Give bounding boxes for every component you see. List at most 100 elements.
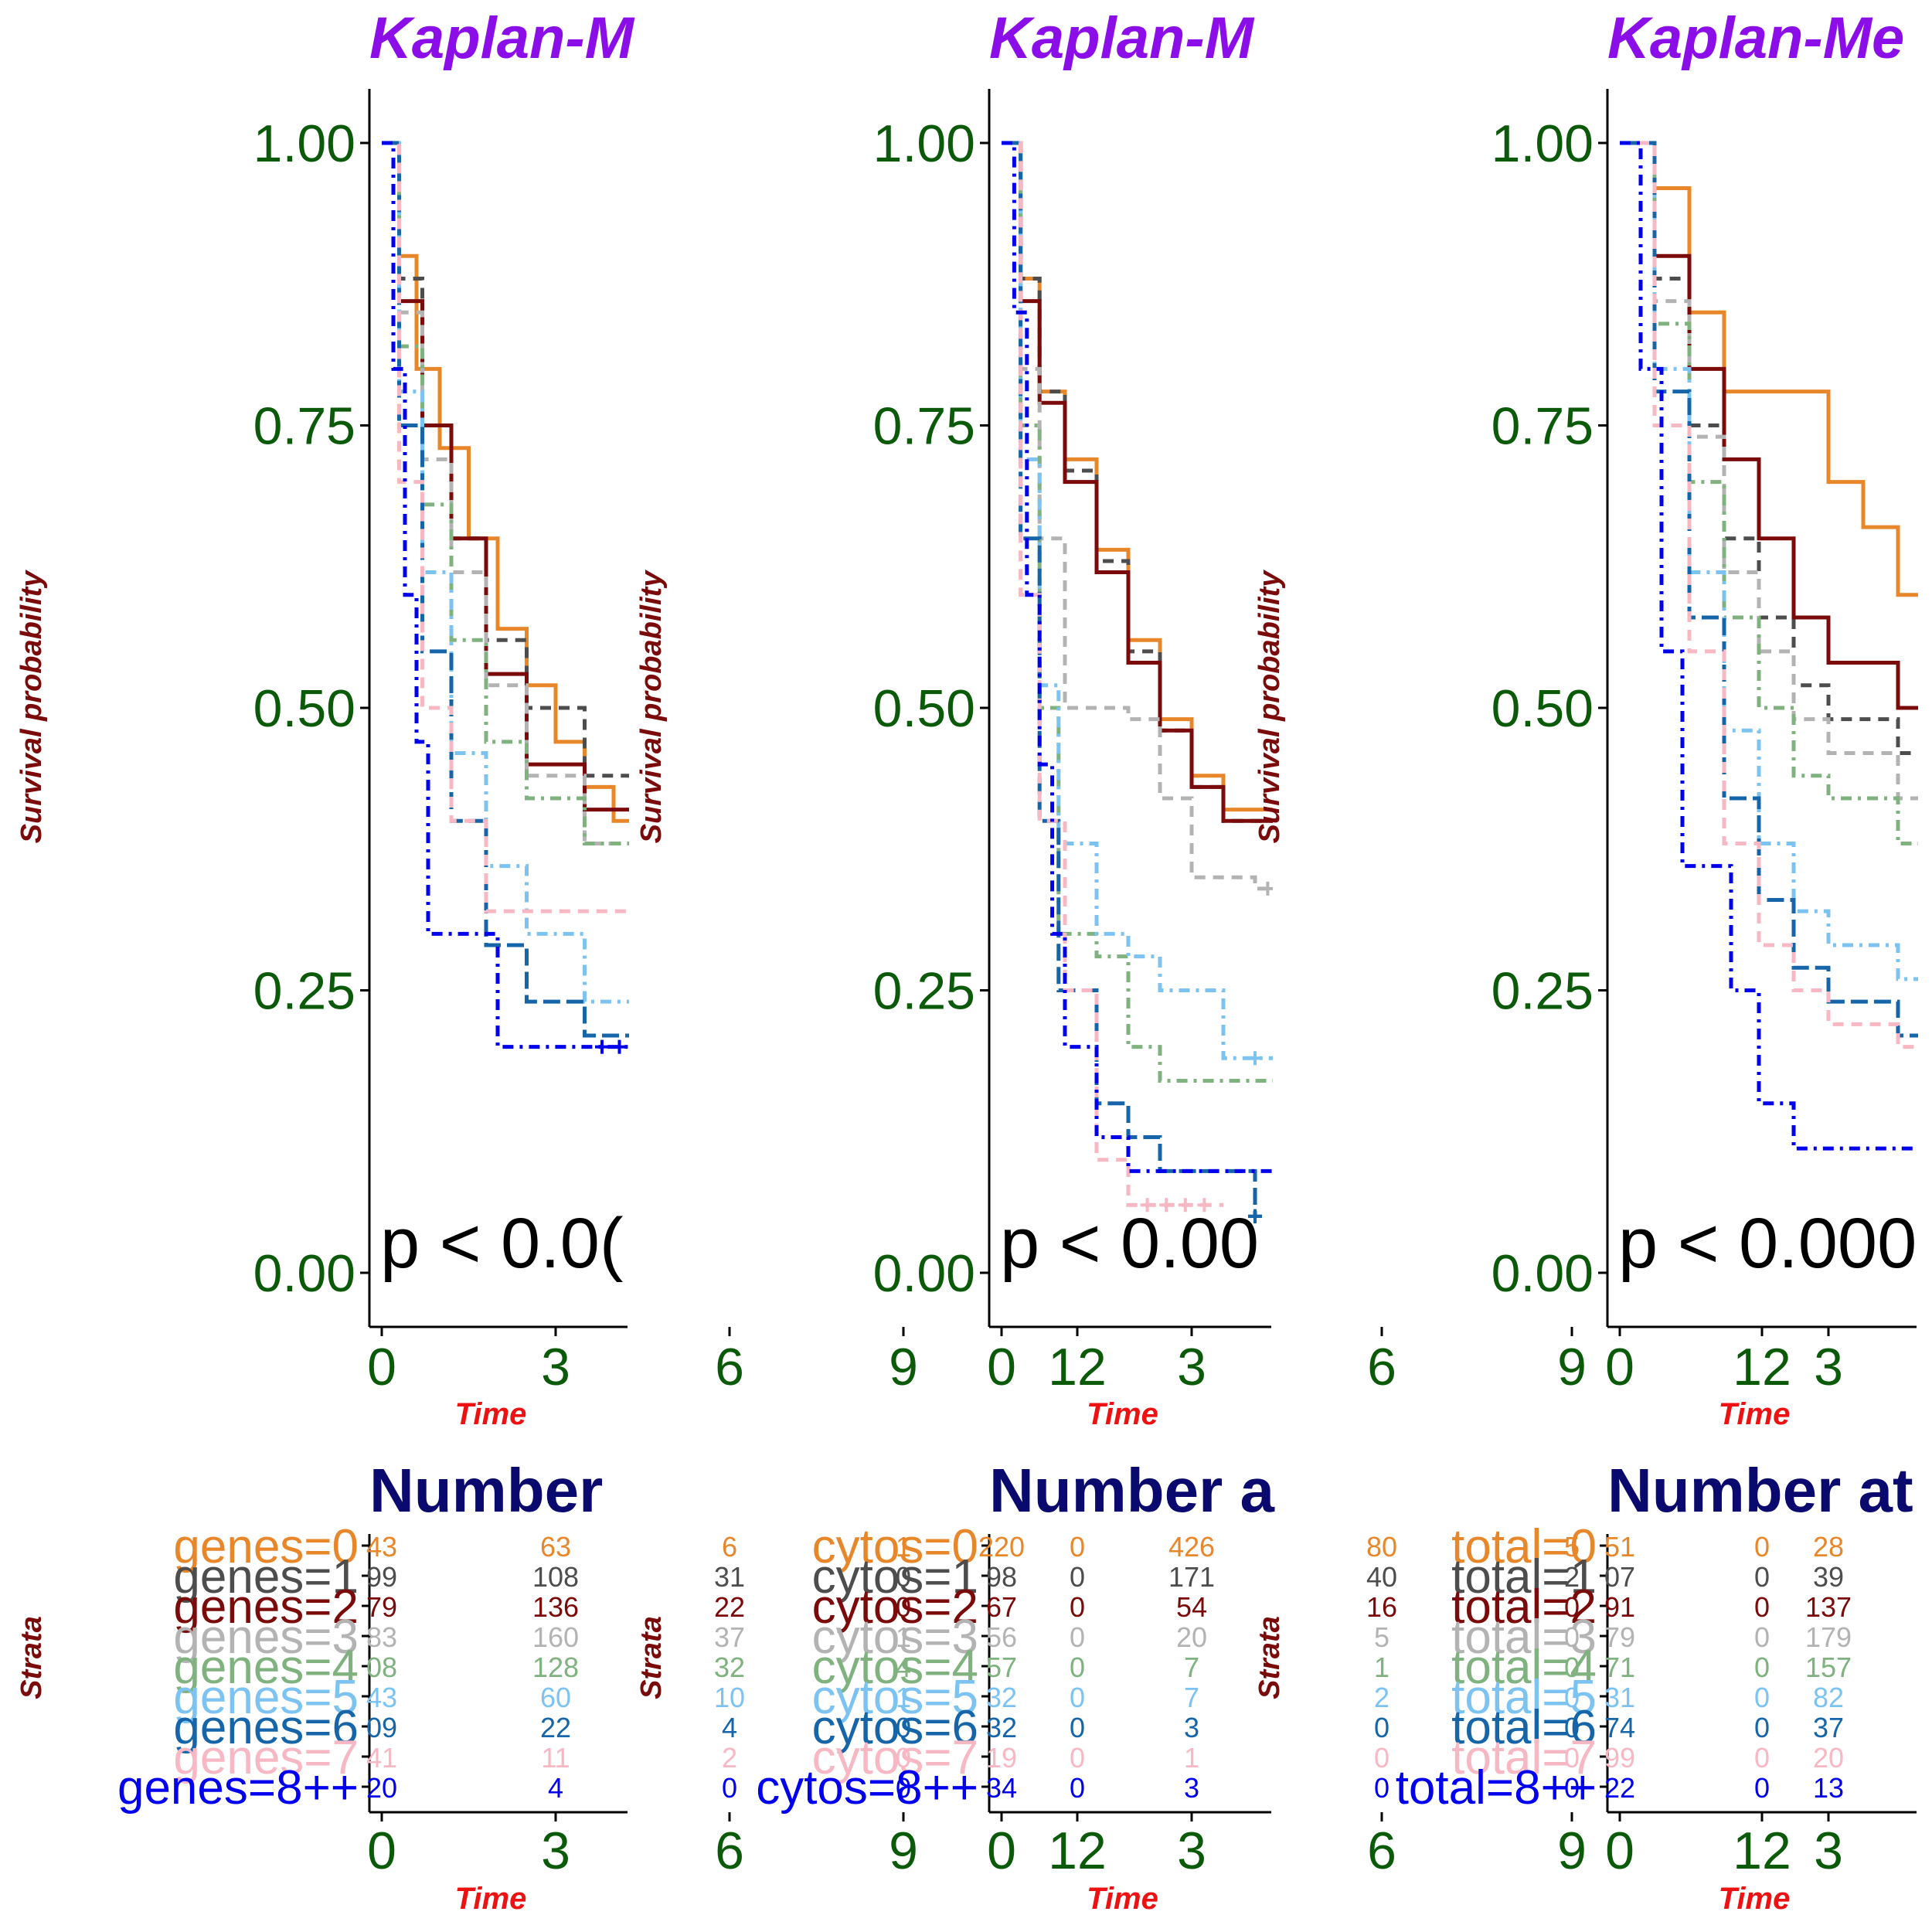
risk-x-axis-label: Time — [455, 1882, 527, 1916]
chart-title: Kaplan-M — [369, 5, 635, 71]
censor-mark — [1311, 1051, 1325, 1065]
risk-number: 98 — [986, 1561, 1017, 1593]
risk-number: 128 — [532, 1651, 579, 1683]
survival-curve-5 — [1620, 141, 1918, 845]
risk-number: 79 — [366, 1591, 397, 1623]
survival-curve-6 — [382, 141, 629, 1004]
risk-number: 157 — [1805, 1651, 1852, 1683]
censor-mark — [1280, 1051, 1294, 1065]
risk-number: 0 — [1564, 1621, 1580, 1653]
risk-number: 5 — [1564, 1531, 1580, 1563]
y-tick-label: 0.75 — [1492, 397, 1594, 456]
censor-mark — [1311, 1266, 1325, 1280]
risk-number: 0 — [1754, 1712, 1770, 1743]
censor-mark — [949, 1097, 963, 1111]
risk-number: 67 — [986, 1591, 1017, 1623]
censor-mark — [757, 1063, 771, 1077]
risk-number: 1 — [896, 1682, 911, 1713]
censor-mark — [914, 938, 928, 952]
censor-mark — [595, 1039, 609, 1054]
panel-3: Kaplan-Me Survival probability 0.00 0.25 0.5… — [1253, 5, 1918, 1916]
risk-number: 0 — [1374, 1712, 1389, 1743]
y-axis-label: Survival probability — [1253, 570, 1286, 844]
censor-mark — [1482, 893, 1496, 907]
censor-mark — [1464, 893, 1478, 907]
risk-number: 71 — [1604, 1651, 1635, 1683]
x-tick-label: 0 — [1605, 1338, 1634, 1396]
censor-mark — [1641, 1017, 1655, 1031]
strata-label: genes=0 — [173, 1520, 359, 1573]
risk-number: 08 — [366, 1651, 397, 1683]
y-tick-label: 0.75 — [253, 397, 355, 456]
censor-mark — [792, 1063, 806, 1077]
survival-curve-2 — [382, 141, 629, 778]
censor-mark — [1343, 1051, 1357, 1065]
censor-mark — [798, 848, 812, 862]
strata-label: genes=8++ — [117, 1761, 359, 1815]
censor-mark — [850, 893, 864, 907]
risk-number: 91 — [1604, 1591, 1635, 1623]
strata-label: total=8++ — [1396, 1761, 1597, 1815]
survival-curves — [382, 141, 986, 1111]
censor-mark — [972, 893, 986, 907]
risk-number: 0 — [896, 1772, 911, 1804]
risk-x-tick-label: 12 — [1733, 1821, 1791, 1880]
survival-curve-1 — [1620, 141, 1918, 597]
censor-mark — [775, 848, 789, 862]
risk-number: 32 — [714, 1651, 745, 1683]
risk-number: 13 — [1813, 1772, 1844, 1804]
censor-mark — [1159, 1198, 1174, 1213]
risk-number: 160 — [532, 1621, 579, 1653]
risk-number: 0 — [1070, 1561, 1085, 1593]
risk-number: 19 — [986, 1742, 1017, 1774]
x-tick-label: 12 — [1733, 1338, 1791, 1396]
y-tick-label: 1.00 — [253, 114, 355, 173]
risk-number: 2 — [1564, 1561, 1580, 1593]
y-tick-label: 1.00 — [1492, 114, 1594, 173]
risk-x-tick-label: 0 — [1605, 1821, 1634, 1880]
risk-number: 0 — [1754, 1682, 1770, 1713]
censor-mark — [775, 961, 789, 975]
risk-number: 0 — [1564, 1682, 1580, 1713]
censor-mark — [879, 1040, 893, 1054]
risk-number: 07 — [1604, 1561, 1635, 1593]
censor-mark — [931, 893, 945, 907]
x-tick-label: 3 — [1177, 1338, 1206, 1396]
risk-number: 0 — [1070, 1712, 1085, 1743]
risk-number: 28 — [1813, 1531, 1844, 1563]
censor-mark — [1311, 1266, 1325, 1280]
risk-number: 54 — [1176, 1591, 1207, 1623]
risk-number: 39 — [1813, 1561, 1844, 1593]
censor-mark — [1311, 1266, 1325, 1280]
x-tick-label: 0 — [367, 1338, 396, 1396]
x-tick-label: 9 — [889, 1338, 918, 1396]
censor-mark — [931, 1097, 945, 1111]
risk-number: 6 — [722, 1531, 737, 1563]
risk-number: 0 — [1754, 1531, 1770, 1563]
risk-number: 0 — [1564, 1742, 1580, 1774]
risk-number: 11 — [541, 1742, 570, 1774]
censor-mark — [1248, 1209, 1262, 1223]
risk-number: 0 — [1754, 1742, 1770, 1774]
risk-number: 0 — [1564, 1712, 1580, 1743]
strata-label: cytos=1 — [812, 1550, 978, 1604]
risk-number: 5 — [1374, 1621, 1389, 1653]
risk-number: 99 — [366, 1561, 397, 1593]
risk-number: 22 — [540, 1712, 571, 1743]
strata-label: cytos=5 — [812, 1671, 978, 1724]
censor-mark — [862, 1063, 876, 1077]
censor-mark — [775, 882, 789, 896]
censor-mark — [1286, 882, 1300, 896]
y-tick-label: 0.25 — [253, 962, 355, 1021]
strata-label: total=2 — [1451, 1580, 1597, 1634]
survival-curve-5 — [1002, 141, 1273, 1083]
censor-mark — [966, 1097, 980, 1111]
strata-label: genes=2 — [173, 1580, 359, 1634]
censor-mark — [845, 848, 859, 862]
risk-number: 16 — [1366, 1591, 1397, 1623]
strata-label: total=7 — [1451, 1731, 1597, 1784]
censor-mark — [966, 938, 980, 952]
risk-number: 4 — [722, 1712, 737, 1743]
risk-number: 40 — [1366, 1561, 1397, 1593]
risk-number: 37 — [714, 1621, 745, 1653]
